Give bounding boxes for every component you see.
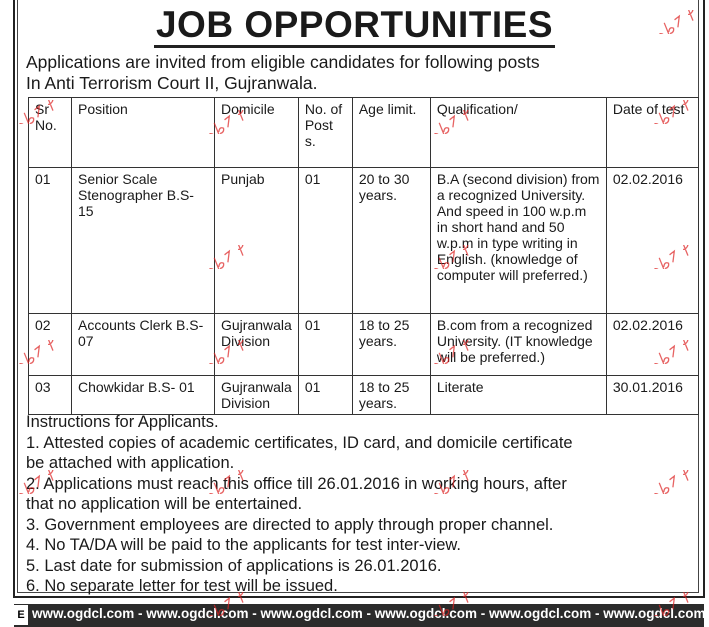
ad-border (13, 0, 705, 598)
cell-posts: 01 (297, 375, 353, 415)
instruction-line: 6. No separate letter for test will be i… (26, 577, 338, 595)
cell-date: 02.02.2016 (605, 313, 699, 376)
page-title: JOB OPPORTUNITIES (0, 4, 709, 48)
header-age: Age limit. (351, 97, 431, 168)
table-row: 02 Accounts Clerk B.S-07 Gujranwala Divi… (28, 313, 699, 376)
instruction-line: 1. Attested copies of academic certifica… (26, 433, 573, 452)
intro-text: Applications are invited from eligible c… (26, 52, 540, 94)
table-row: 03 Chowkidar B.S- 01 Gujranwala Division… (28, 375, 699, 415)
ad-inner-border (17, 0, 699, 593)
intro-line: In Anti Terrorism Court II, Gujranwala. (26, 73, 318, 93)
intro-line: Applications are invited from eligible c… (26, 52, 540, 72)
cell-qualification: B.A (second division) from a recognized … (429, 167, 607, 314)
header-posts: No. of Post s. (297, 97, 353, 168)
cell-age: 20 to 30 years. (351, 167, 431, 314)
instruction-line: 3. Government employees are directed to … (26, 515, 554, 534)
header-position: Position (71, 97, 215, 168)
cell-posts: 01 (297, 313, 353, 376)
cell-domicile: Gujranwala Division (214, 375, 299, 415)
header-domicile: Domicile (214, 97, 299, 168)
cell-sr: 03 (28, 375, 72, 415)
header-qualification: Qualification/ (429, 97, 607, 168)
cell-date: 02.02.2016 (605, 167, 699, 314)
footer-side-letter: E (14, 605, 28, 625)
cell-sr: 02 (28, 313, 72, 376)
cell-date: 30.01.2016 (605, 375, 699, 415)
header-date: Date of test (605, 97, 699, 168)
cell-position: Senior Scale Stenographer B.S-15 (71, 167, 215, 314)
cell-position: Accounts Clerk B.S-07 (71, 313, 215, 376)
cell-posts: 01 (297, 167, 353, 314)
cell-domicile: Gujranwala Division (214, 313, 299, 376)
instruction-line: be attached with application. (26, 454, 235, 472)
instruction-line: 4. No TA/DA will be paid to the applican… (26, 536, 462, 554)
instructions: Instructions for Applicants. 1. Attested… (26, 412, 573, 597)
cell-domicile: Punjab (214, 167, 299, 314)
instruction-line: 5. Last date for submission of applicati… (26, 556, 442, 575)
cell-qualification: Literate (429, 375, 607, 415)
footer-text: www.ogdcl.com - www.ogdcl.com - www.ogdc… (32, 606, 704, 621)
posts-table: Sr No. Position Domicile No. of Post s. … (28, 97, 699, 415)
table-row: 01 Senior Scale Stenographer B.S-15 Punj… (28, 167, 699, 314)
cell-age: 18 to 25 years. (351, 375, 431, 415)
cell-position: Chowkidar B.S- 01 (71, 375, 215, 415)
header-sr: Sr No. (28, 97, 72, 168)
instruction-line: 2. Applications must reach this office t… (26, 474, 567, 493)
instructions-heading: Instructions for Applicants. (26, 413, 219, 431)
cell-sr: 01 (28, 167, 72, 314)
table-header-row: Sr No. Position Domicile No. of Post s. … (28, 97, 699, 168)
cell-age: 18 to 25 years. (351, 313, 431, 376)
instruction-line: that no application will be entertained. (26, 495, 303, 513)
cell-qualification: B.com from a recognized University. (IT … (429, 313, 607, 376)
